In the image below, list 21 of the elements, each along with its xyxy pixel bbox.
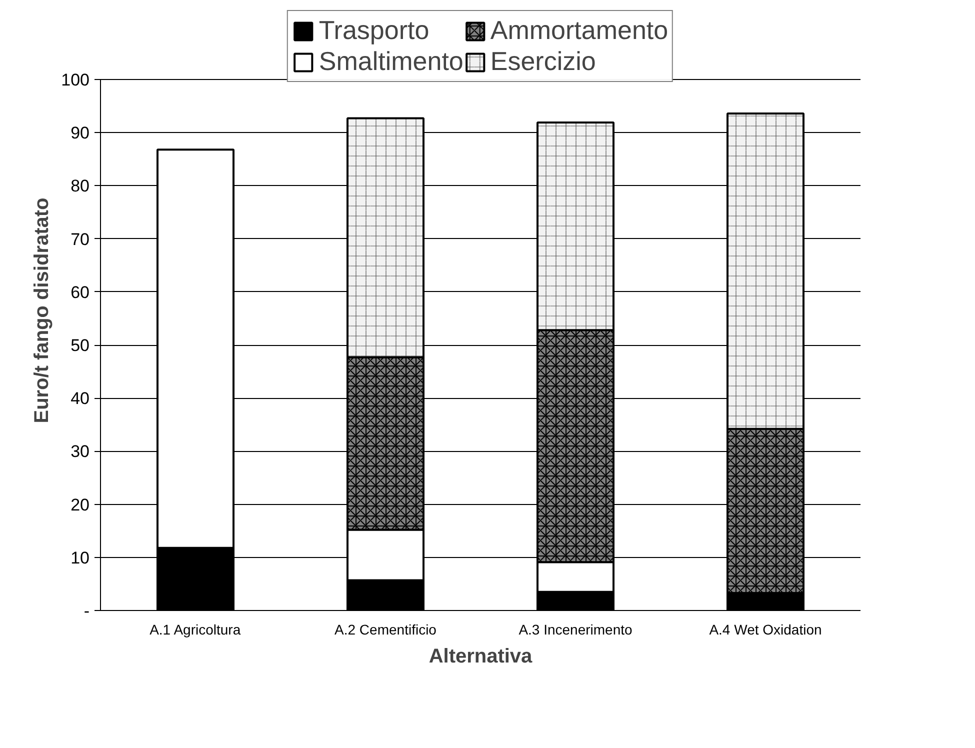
legend-label: Ammortamento — [490, 15, 668, 46]
legend-label: Smaltimento — [318, 46, 464, 77]
y-tick-label: 80 — [70, 176, 90, 196]
y-tick-label: 20 — [70, 495, 90, 514]
y-tick-label: 40 — [70, 389, 90, 408]
y-tick-label: 50 — [70, 336, 90, 356]
legend-label: Esercizio — [490, 46, 596, 77]
y-tick-label: 10 — [70, 548, 90, 568]
y-tick-label: 60 — [70, 282, 90, 302]
x-axis-title: Alternativa — [428, 646, 534, 668]
x-tick-label: A.3 Incenerimento — [518, 622, 633, 638]
y-axis-title: Euro/t fango disidratato — [31, 198, 54, 424]
y-tick-label: 30 — [70, 442, 90, 462]
x-tick-label: A.2 Cementificio — [334, 622, 437, 638]
y-tick-label: 70 — [70, 230, 90, 249]
y-tick-label: 90 — [70, 124, 90, 143]
x-tick-label: A.1 Agricoltura — [150, 622, 241, 638]
legend-label: Trasporto — [318, 15, 430, 46]
x-tick-label: A.4 Wet Oxidation — [709, 622, 822, 638]
y-tick-label: - — [84, 602, 90, 620]
y-tick-label: 100 — [61, 70, 90, 90]
